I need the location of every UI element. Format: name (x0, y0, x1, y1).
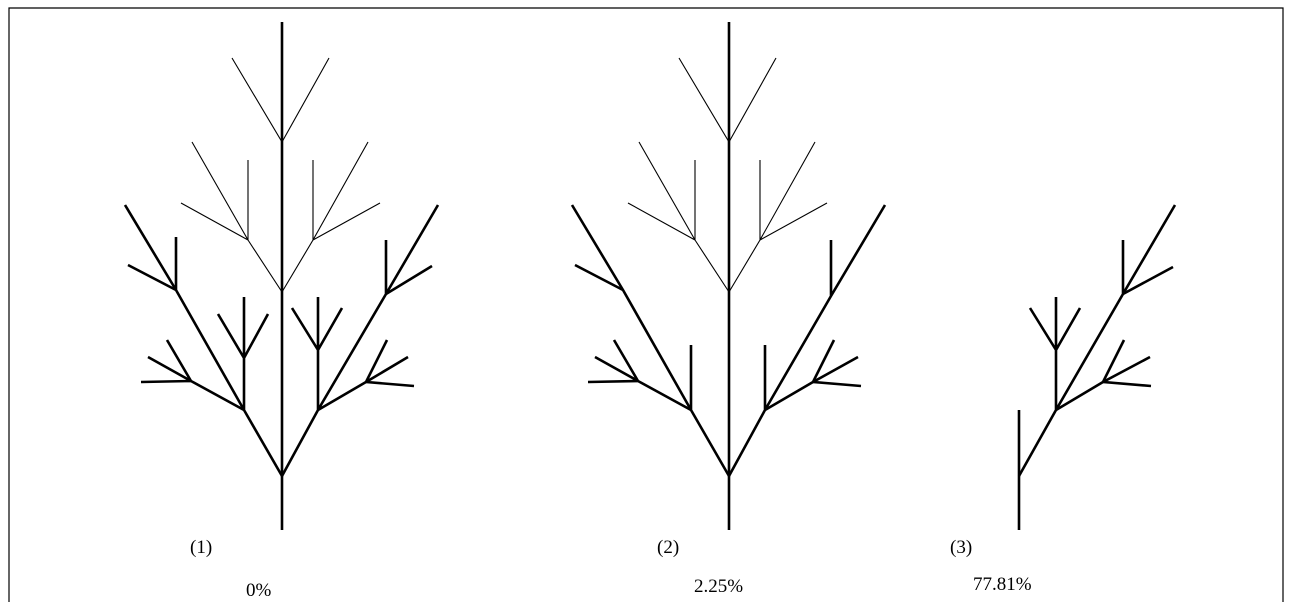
panel-1-value: 0% (246, 580, 272, 601)
tree-3 (1017, 204, 1177, 530)
panel-2-label: (2) (657, 537, 679, 558)
tree-1-right-limb (280, 204, 440, 477)
panel-3-value: 77.81% (973, 574, 1032, 595)
tree-2-top-branches (627, 57, 828, 293)
tree-3-limb (1017, 204, 1177, 477)
tree-2-left-limb (570, 204, 731, 477)
panel-2-value: 2.25% (694, 576, 743, 597)
tree-1-top-branches (180, 57, 381, 293)
tree-1 (123, 22, 440, 530)
tree-2 (570, 22, 887, 530)
figure-frame (8, 7, 1284, 602)
tree-2-right-limb (727, 204, 887, 477)
tree-1-left-limb (123, 204, 284, 477)
panel-3-label: (3) (950, 537, 972, 558)
panel-1-label: (1) (190, 537, 212, 558)
